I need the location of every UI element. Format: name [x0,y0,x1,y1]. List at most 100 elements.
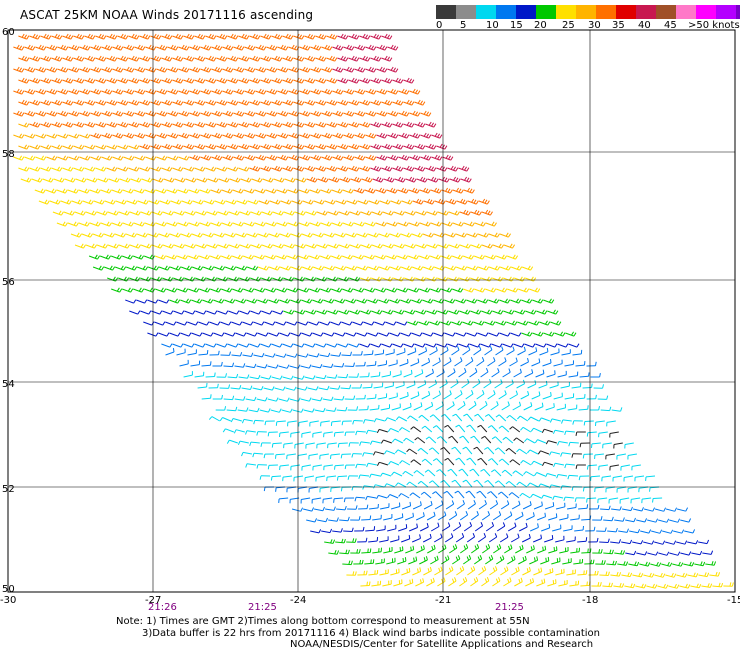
wind-barb [578,504,589,510]
wind-barb [463,522,473,532]
wind-barb [282,33,294,40]
wind-barb [35,110,47,117]
wind-barb [434,500,444,510]
wind-barb [546,370,556,378]
wind-barb [79,88,91,95]
wind-barb [702,550,714,555]
wind-barb [290,332,302,337]
wind-barb [306,176,318,183]
wind-barb [347,475,359,480]
wind-barb [407,320,419,326]
wind-barb [586,464,597,470]
wind-barb [412,501,422,510]
wind-barb [543,298,555,304]
wind-barb [326,99,338,106]
wind-barb [331,287,343,293]
wind-barb [84,33,96,40]
wind-barb [432,458,444,466]
wind-barb [143,321,155,326]
wind-barb [609,464,619,471]
wind-barb [263,486,275,492]
wind-barb [676,540,688,545]
wind-barb [402,402,412,411]
wind-barb [312,332,324,337]
latitude-label: 60 [2,27,15,38]
wind-barb [172,99,184,106]
wind-barb [392,143,404,150]
wind-barb [141,177,153,183]
wind-barb [466,457,477,466]
latitude-label: 54 [2,379,15,390]
wind-barb [560,452,571,457]
wind-barb [285,386,297,391]
wind-barb [469,468,480,477]
wind-barb [343,44,355,51]
wind-barb [528,347,538,356]
wind-barb [162,310,174,315]
wind-barb [359,99,371,106]
wind-barb [512,470,524,477]
wind-barb [498,458,510,466]
wind-barb [687,540,699,545]
wind-barb [320,420,330,427]
wind-barb [432,491,443,499]
wind-barb [444,232,457,238]
wind-barb [294,210,306,216]
wind-barb [282,143,294,150]
wind-barb [515,544,524,554]
wind-barb [298,188,310,194]
wind-barb [271,442,282,448]
wind-barb [161,143,173,150]
wind-barb [359,165,371,172]
wind-barb [348,121,360,128]
wind-barb [140,210,152,216]
wind-barb [381,99,393,106]
wind-barb [118,243,131,249]
wind-barb [225,199,237,205]
wind-barb [117,121,129,128]
wind-barb [248,407,260,413]
wind-barb [227,77,239,84]
wind-barb [414,165,426,172]
wind-barb [538,380,548,389]
wind-barb [625,517,636,523]
wind-barb [382,309,394,315]
wind-barb [451,254,464,260]
wind-barb [517,346,526,356]
wind-barb [290,431,300,438]
wind-barb [67,188,79,194]
wind-barb [369,503,379,510]
wind-barb [147,332,159,337]
wind-barb [359,121,371,128]
wind-barb [395,449,407,455]
wind-barb [172,143,184,150]
wind-barb [85,210,97,216]
wind-barb [101,88,113,95]
wind-barb [510,332,522,337]
wind-barb [509,390,518,400]
wind-barb [590,372,601,378]
wind-barb [448,577,457,587]
wind-barb [424,469,436,477]
wind-barb [342,221,354,227]
wind-barb [354,88,366,95]
wind-barb [79,133,91,139]
wind-barb [641,497,652,504]
wind-barb [399,392,409,400]
wind-barb [415,276,427,282]
wind-barb [500,500,510,510]
wind-barb [244,88,256,95]
wind-barb [491,469,502,477]
wind-barb [244,66,256,73]
wind-barb [370,55,382,62]
wind-barb [62,99,74,106]
wind-barb [392,99,404,106]
wind-barb [129,310,141,315]
wind-barb [564,393,575,400]
wind-barb [448,276,460,282]
wind-barb [304,375,316,380]
wind-barb [108,177,120,183]
wind-barb [251,177,263,183]
wind-barb [249,374,261,380]
wind-barb [29,166,41,172]
